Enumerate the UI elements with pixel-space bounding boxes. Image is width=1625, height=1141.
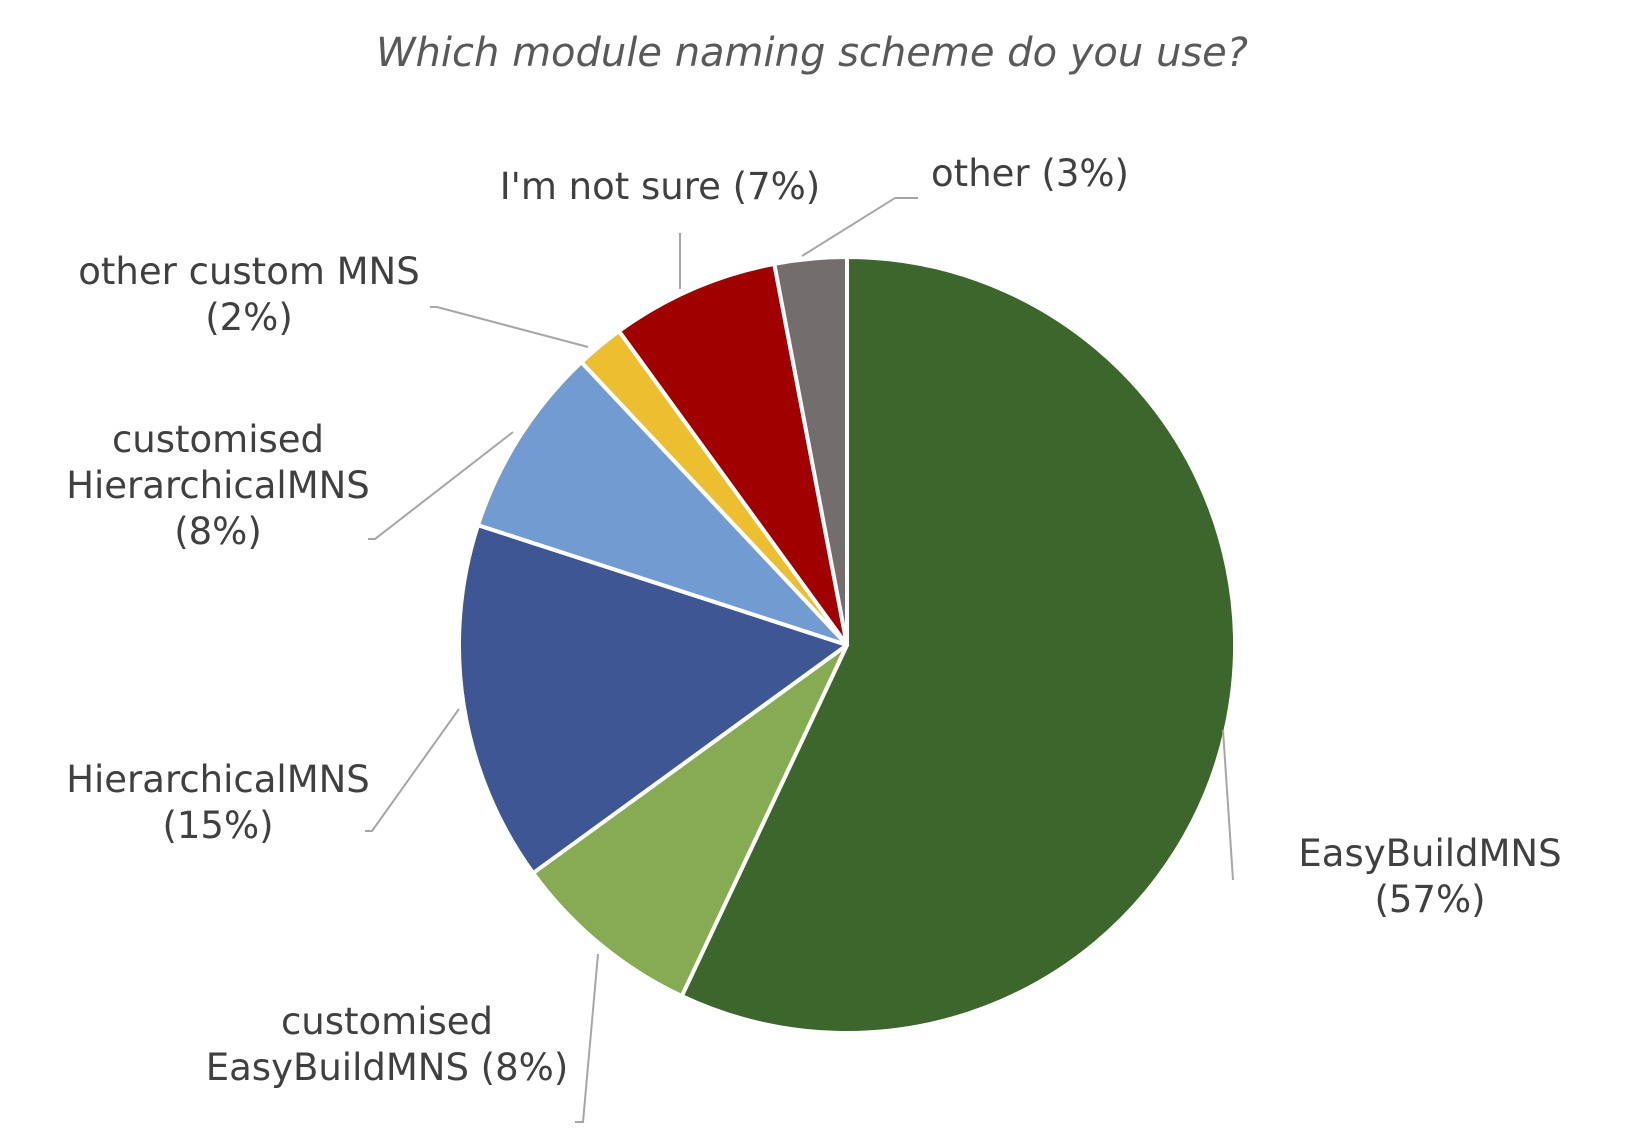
label-other: other (3%): [931, 152, 1129, 195]
leader-line-other-custom-mns: [430, 306, 589, 348]
label-line: HierarchicalMNS: [66, 464, 370, 507]
slice-hierarchicalmns: [457, 523, 849, 876]
label-line: I'm not sure (7%): [500, 165, 820, 208]
label-line: other (3%): [931, 152, 1129, 195]
slice-i-m-not-sure: [616, 261, 849, 647]
leader-line-easybuildmns: [1222, 729, 1234, 881]
slice-easybuildmns: [679, 255, 1237, 1035]
label-customised-easybuildmns: customised EasyBuildMNS (8%): [206, 1000, 569, 1089]
label-customised-hierarchicalmns: customised HierarchicalMNS (8%): [66, 418, 370, 553]
slice-customised-easybuildmns: [531, 643, 849, 999]
leader-line-customised-easybuildmns: [575, 953, 599, 1123]
label-line: EasyBuildMNS: [1298, 832, 1561, 875]
slice-customised-hierarchicalmns: [475, 360, 849, 647]
chart-title: Which module naming scheme do you use?: [376, 30, 1248, 76]
pie-slices: [457, 255, 1237, 1035]
label-line: HierarchicalMNS: [66, 758, 370, 801]
leader-line-other: [801, 197, 918, 257]
label-hierarchicalmns: HierarchicalMNS (15%): [66, 758, 370, 847]
label-easybuildmns: EasyBuildMNS (57%): [1298, 832, 1561, 921]
label-line: (2%): [205, 296, 293, 339]
label-other-custom-mns: other custom MNS (2%): [78, 250, 419, 339]
label-line: (15%): [162, 804, 273, 847]
slice-other: [772, 255, 849, 647]
label-line: EasyBuildMNS (8%): [206, 1046, 569, 1089]
label-line: customised: [112, 418, 324, 461]
label-i-m-not-sure: I'm not sure (7%): [500, 165, 820, 208]
label-line: (57%): [1374, 878, 1485, 921]
leader-line-hierarchicalmns: [365, 708, 460, 832]
leader-line-customised-hierarchicalmns: [368, 431, 514, 540]
slice-labels: EasyBuildMNS (57%)customised EasyBuildMNS …: [66, 152, 1561, 1089]
label-line: other custom MNS: [78, 250, 419, 293]
label-line: (8%): [174, 510, 262, 553]
label-line: customised: [281, 1000, 493, 1043]
leader-lines: [365, 197, 1234, 1123]
